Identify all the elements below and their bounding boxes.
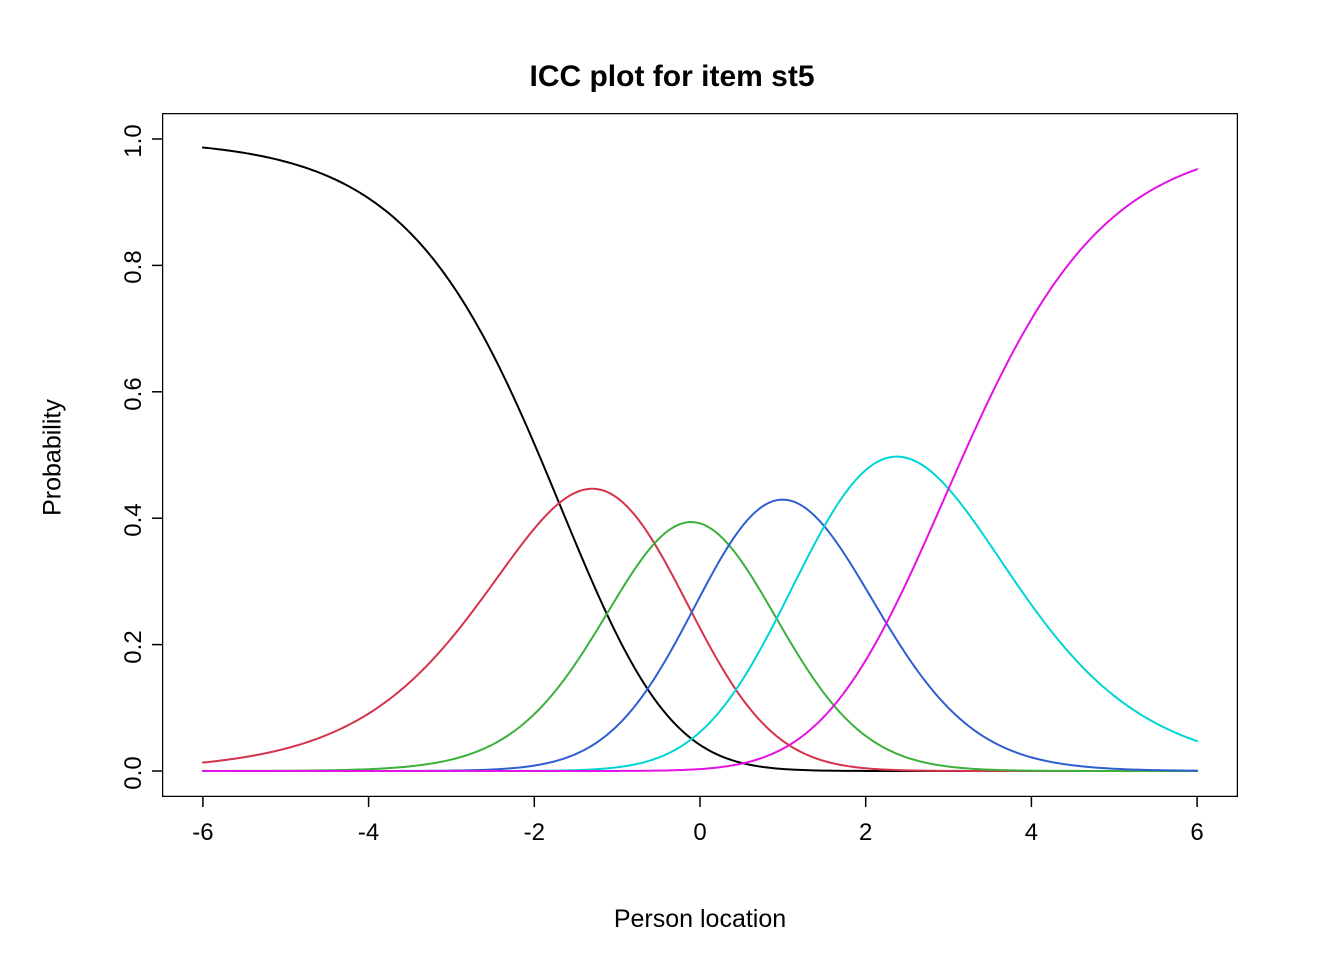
x-tick-label: -6 [163,819,243,847]
x-tick-label: 6 [1157,819,1237,847]
x-tick-label: -2 [494,819,574,847]
x-tick-label: 0 [660,819,740,847]
y-tick-label: 0.8 [120,227,148,307]
x-tick-label: -4 [329,819,409,847]
x-tick-label: 2 [826,819,906,847]
y-tick-label: 0.6 [120,354,148,434]
x-tick-label: 4 [991,819,1071,847]
y-tick-label: 0.2 [120,607,148,687]
y-tick-label: 0.0 [120,733,148,813]
figure: ICC plot for item st5 Probability Person… [0,0,1344,960]
y-tick-label: 1.0 [120,101,148,181]
y-tick-label: 0.4 [120,480,148,560]
axis-tick-overlay [0,0,1344,960]
